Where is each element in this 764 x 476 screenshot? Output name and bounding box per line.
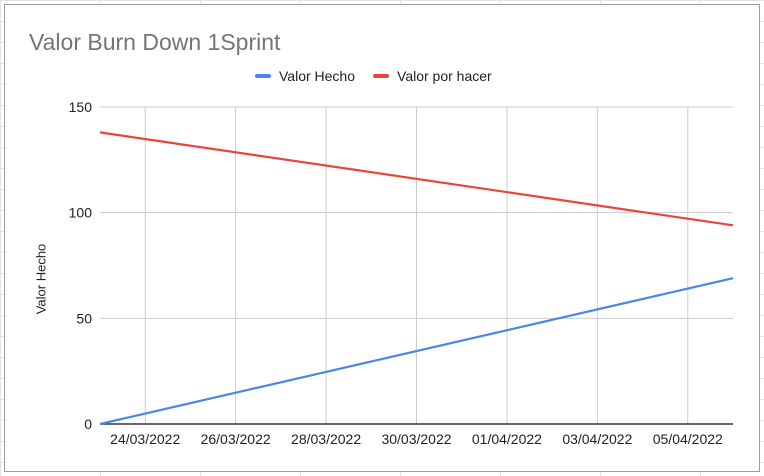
series-line-valor-hecho — [99, 277, 734, 426]
legend-label: Valor por hacer — [397, 68, 492, 84]
series-line-valor-por-hacer — [99, 131, 734, 227]
x-tick-label: 05/04/2022 — [653, 431, 723, 447]
y-tick-label: 0 — [84, 416, 92, 432]
x-tick-label: 01/04/2022 — [472, 431, 542, 447]
x-tick-label: 03/04/2022 — [562, 431, 632, 447]
legend-swatch — [373, 74, 390, 78]
legend-swatch — [255, 74, 271, 78]
y-tick-label: 50 — [76, 310, 92, 326]
chart-container[interactable]: Valor Burn Down 1Sprint Valor Hecho Valo… — [4, 4, 760, 472]
chart-title: Valor Burn Down 1Sprint — [29, 29, 281, 55]
x-tick-label: 28/03/2022 — [291, 431, 361, 447]
legend-label: Valor Hecho — [279, 68, 356, 84]
legend-item-valor-por-hacer[interactable]: Valor por hacer — [373, 68, 492, 84]
chart-legend: Valor Hecho Valor por hacer — [255, 68, 492, 84]
x-tick-label: 24/03/2022 — [110, 431, 180, 447]
y-tick-label: 100 — [69, 205, 93, 221]
y-tick-label: 150 — [69, 99, 93, 115]
legend-item-valor-hecho[interactable]: Valor Hecho — [255, 68, 355, 84]
x-tick-label: 30/03/2022 — [381, 431, 451, 447]
x-tick-label: 26/03/2022 — [201, 431, 271, 447]
